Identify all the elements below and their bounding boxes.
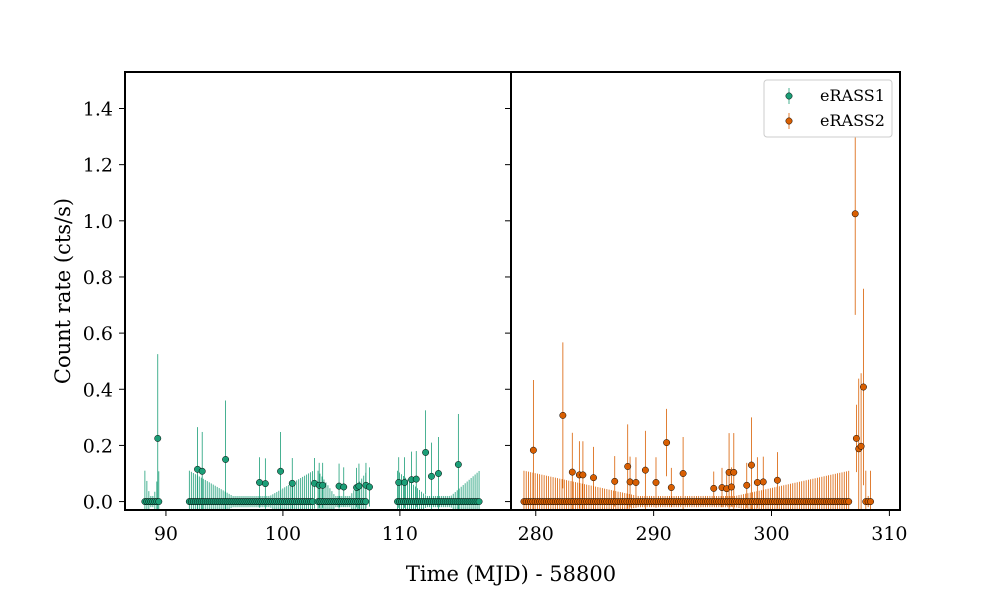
y-tick-label: 0.0 xyxy=(83,492,113,514)
erass2-data-point xyxy=(743,481,751,489)
erass1-data-point xyxy=(261,480,269,488)
x-tick-label: 300 xyxy=(753,523,789,545)
y-axis-ticks: 0.0 0.2 0.4 0.6 0.8 1.0 1.2 1.4 xyxy=(83,99,511,514)
erass1-data-point xyxy=(366,483,373,491)
erass2-data-point xyxy=(641,466,649,474)
erass2-data-point xyxy=(579,471,587,479)
y-tick-label: 0.8 xyxy=(83,267,113,289)
erass2-data-point xyxy=(860,383,867,391)
erass1-data-point xyxy=(288,479,296,487)
erass2-data-point xyxy=(611,477,619,485)
erass1-data-point xyxy=(395,479,403,486)
y-tick-label: 0.6 xyxy=(83,323,113,345)
erass2-data-point xyxy=(632,479,640,486)
erass2-data-point xyxy=(710,484,718,492)
erass1-data-point xyxy=(454,461,462,468)
x-tick-label: 110 xyxy=(382,523,418,545)
erass2-data-point xyxy=(852,434,860,442)
legend-frame xyxy=(763,79,893,138)
erass2-data-point xyxy=(590,474,597,482)
erass2-data-point xyxy=(845,498,853,506)
x-tick-label: 100 xyxy=(265,523,301,545)
erass2-data-point xyxy=(867,498,874,506)
panel-erass2 xyxy=(510,71,901,511)
legend-erass1-label: eRASS1 xyxy=(820,86,885,105)
erass2-data-point xyxy=(559,411,567,419)
erass2-data-point xyxy=(730,468,738,476)
erass2-data-point xyxy=(773,476,781,484)
erass1-data-point xyxy=(362,498,370,506)
erass2-data-point xyxy=(679,470,687,477)
legend-erass2-marker xyxy=(785,117,793,125)
y-tick-label: 1.4 xyxy=(83,99,113,121)
erass1-data-point xyxy=(435,470,442,477)
erass2-data-point xyxy=(857,442,865,450)
erass1-data-point xyxy=(222,456,230,463)
erass1-data-point xyxy=(475,498,483,506)
erass1-data-point xyxy=(401,479,409,486)
erass1-data-point xyxy=(412,475,420,483)
erass2-data-point xyxy=(851,210,859,218)
erass2-data-point xyxy=(748,461,755,469)
erass2-data-point xyxy=(753,479,761,486)
legend-erass2-label: eRASS2 xyxy=(820,111,885,130)
y-tick-label: 1.2 xyxy=(83,155,113,177)
erass2-data-point xyxy=(652,479,660,486)
x-tick-label: 310 xyxy=(871,523,907,545)
erass2-data-point xyxy=(667,484,675,491)
y-tick-label: 0.4 xyxy=(83,379,113,401)
erass2-data-point xyxy=(626,478,634,486)
legend-erass1-marker xyxy=(785,92,793,100)
x-axis-title: Time (MJD) - 58800 xyxy=(406,562,616,586)
x-tick-label: 290 xyxy=(636,523,672,545)
panel-erass1 xyxy=(124,71,512,511)
legend: eRASS1 eRASS2 xyxy=(763,79,893,138)
erass2-data-point xyxy=(568,468,576,476)
erass2-data-point xyxy=(624,463,632,470)
erass1-data-point xyxy=(422,448,430,456)
x-axis-ticks: 90 100 110 280 290 300 310 xyxy=(154,510,908,545)
erass1-data-point xyxy=(355,482,363,490)
y-tick-label: 0.2 xyxy=(83,435,113,457)
erass2-data-point xyxy=(759,478,767,486)
erass1-data-point xyxy=(428,472,435,480)
erass1-data-point xyxy=(256,479,263,486)
y-tick-label: 1.0 xyxy=(83,211,113,233)
erass1-data-point xyxy=(154,434,162,442)
x-tick-label: 280 xyxy=(518,523,554,545)
erass2-data-point xyxy=(663,439,671,447)
erass1-data-point xyxy=(319,481,327,489)
erass1-data-point xyxy=(340,483,348,491)
panel-frame xyxy=(510,71,901,511)
y-axis-title: Count rate (cts/s) xyxy=(51,198,75,384)
erass1-data-point xyxy=(155,498,163,506)
x-tick-label: 90 xyxy=(154,523,178,545)
erass2-data-point xyxy=(727,483,735,491)
erass1-data-point xyxy=(277,467,285,475)
erass2-data-point xyxy=(529,446,537,454)
erass1-data-point xyxy=(198,467,206,475)
